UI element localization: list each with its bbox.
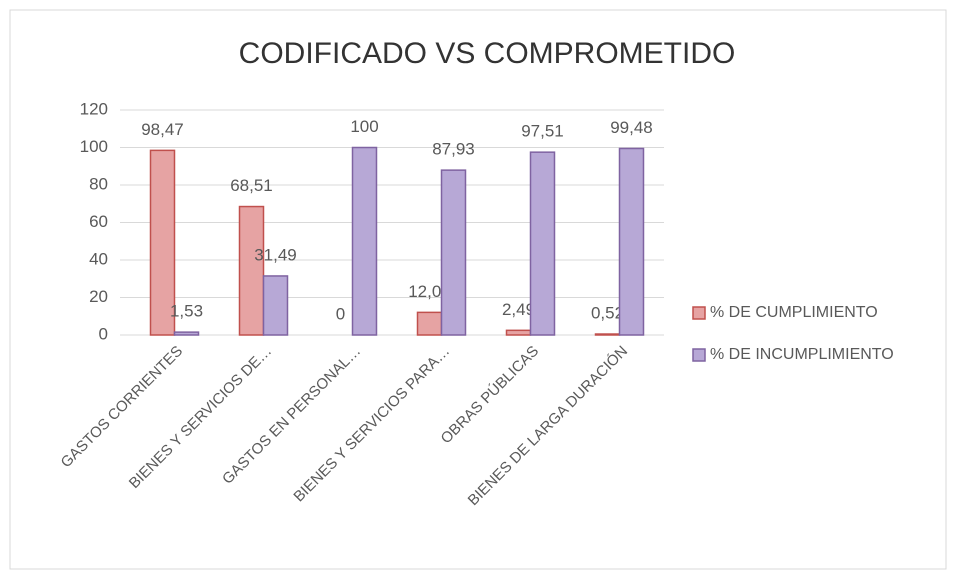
bar <box>594 333 621 336</box>
data-label: 97,51 <box>521 122 564 141</box>
data-label: 0 <box>336 304 345 323</box>
y-tick-label: 0 <box>99 324 108 343</box>
data-label: 0,52 <box>591 304 624 323</box>
bar <box>262 275 289 336</box>
y-tick-label: 120 <box>80 99 108 118</box>
y-tick-label: 40 <box>89 249 108 268</box>
legend-swatch <box>692 306 706 320</box>
bar <box>149 149 176 336</box>
y-tick-label: 100 <box>80 137 108 156</box>
data-label: 99,48 <box>610 118 653 137</box>
legend-label: % DE INCUMPLIMIENTO <box>710 346 894 363</box>
chart-title: CODIFICADO VS COMPROMETIDO <box>239 37 736 70</box>
bar <box>505 329 532 336</box>
bar <box>173 331 200 336</box>
y-tick-label: 80 <box>89 174 108 193</box>
bar <box>618 147 645 336</box>
data-label: 31,49 <box>254 245 297 264</box>
data-label: 98,47 <box>141 120 184 139</box>
bar <box>416 311 443 336</box>
y-tick-label: 60 <box>89 212 108 231</box>
data-label: 68,51 <box>230 176 273 195</box>
legend-label: % DE CUMPLIMIENTO <box>710 304 878 321</box>
y-tick-label: 20 <box>89 287 108 306</box>
bar <box>351 146 378 336</box>
bar <box>440 169 467 336</box>
data-label: 2,49 <box>502 300 535 319</box>
bar <box>238 205 265 336</box>
legend-swatch <box>692 348 706 362</box>
bar <box>529 151 556 336</box>
data-label: 1,53 <box>170 302 203 321</box>
data-label: 100 <box>350 117 378 136</box>
data-label: 87,93 <box>432 140 475 159</box>
data-label: 12,07 <box>408 282 451 301</box>
